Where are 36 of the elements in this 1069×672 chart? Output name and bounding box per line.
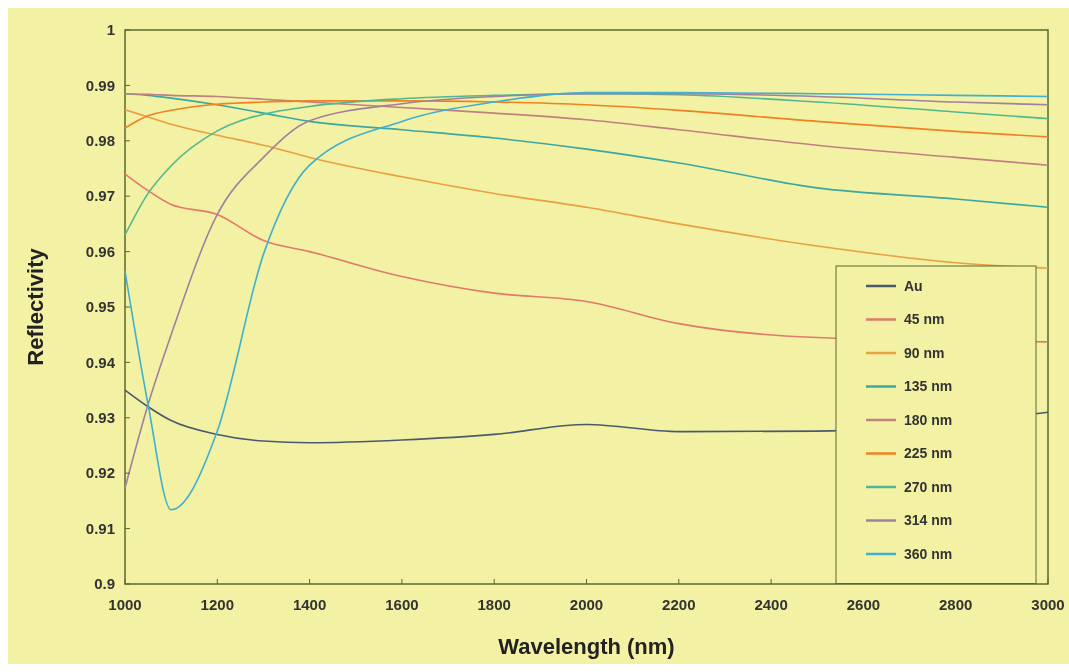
- y-tick-label: 0.9: [94, 575, 115, 593]
- x-tick-label: 1000: [108, 596, 142, 613]
- legend-label: 360 nm: [904, 545, 953, 562]
- x-tick-label: 2000: [569, 596, 604, 613]
- legend-label: Au: [904, 277, 923, 294]
- legend-label: 180 nm: [904, 411, 953, 428]
- legend-label: 90 nm: [904, 344, 945, 361]
- y-tick-label: 0.97: [85, 187, 115, 205]
- y-tick-label: 0.95: [85, 298, 115, 316]
- y-axis-title: Reflectivity: [23, 247, 48, 366]
- line-series: [124, 108, 1049, 270]
- y-tick-label: 0.98: [85, 132, 115, 150]
- x-tick-label: 1400: [292, 596, 327, 613]
- y-tick-label: 0.91: [85, 519, 115, 537]
- x-tick-label: 1200: [200, 596, 234, 613]
- legend-label: 314 nm: [904, 512, 953, 529]
- legend-label: 270 nm: [904, 478, 953, 495]
- y-tick-label: 1: [106, 21, 115, 39]
- y-tick-label: 0.92: [85, 464, 115, 482]
- x-tick-label: 2400: [754, 596, 788, 613]
- x-tick-label: 2600: [846, 596, 881, 613]
- y-tick-label: 0.99: [85, 76, 115, 94]
- legend-label: 225 nm: [904, 445, 953, 462]
- legend-label: 135 nm: [904, 378, 953, 395]
- y-tick-label: 0.94: [85, 353, 116, 371]
- x-tick-label: 2200: [662, 596, 696, 613]
- legend-label: 45 nm: [904, 311, 945, 328]
- x-tick-label: 3000: [1031, 596, 1065, 613]
- y-tick-label: 0.93: [85, 409, 115, 427]
- x-tick-label: 2800: [939, 596, 973, 613]
- line-series: [124, 92, 1049, 166]
- x-axis-title: Wavelength (nm): [498, 634, 675, 659]
- x-tick-label: 1800: [477, 596, 511, 613]
- y-tick-label: 0.96: [85, 242, 115, 260]
- line-series: [124, 100, 1049, 138]
- x-tick-label: 1600: [385, 596, 419, 613]
